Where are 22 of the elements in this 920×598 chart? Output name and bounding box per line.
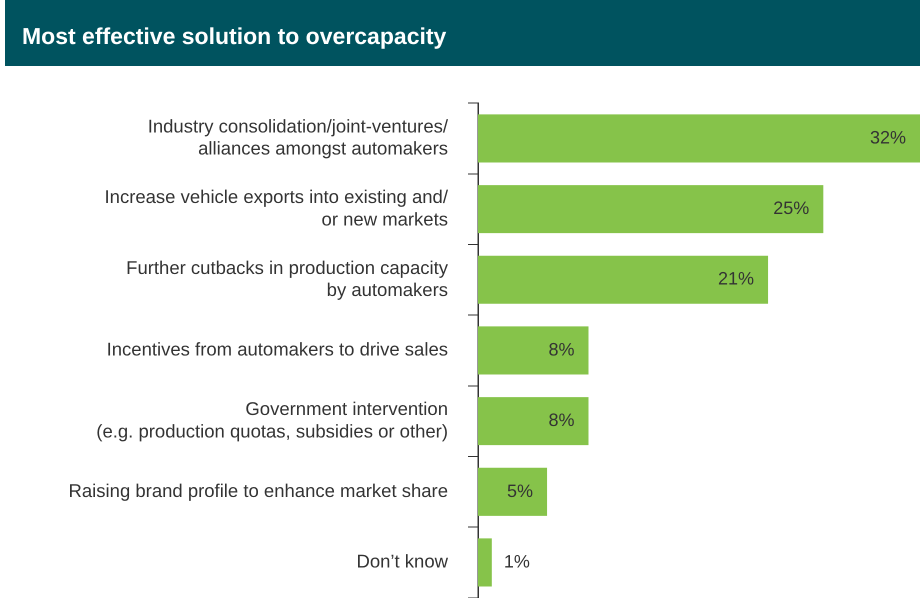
- bar: [478, 397, 588, 446]
- bar: [478, 256, 768, 304]
- text: Most effective solution to overcapacity: [5, 0, 920, 66]
- y-tick-label: Further cutbacks in production capacity by automakers: [126, 256, 449, 300]
- data-label: 1%: [504, 551, 530, 572]
- data-label: 5%: [507, 480, 534, 501]
- y-tick-label: Government intervention (e.g. production quotas, subsidies or other): [96, 398, 448, 442]
- bar: [478, 468, 548, 516]
- y-tick-label: Increase vehicle exports into existing and/ or new markets: [104, 186, 449, 230]
- y-tick-label: Industry consolidation/joint-ventures/ alliances amongst automakers: [148, 115, 449, 159]
- bar: [478, 326, 588, 374]
- data-label: 8%: [548, 410, 574, 430]
- bar: [478, 185, 824, 234]
- y-tick-label: Incentives from automakers to drive sales: [106, 338, 448, 360]
- y-tick-label: Don’t know: [356, 550, 449, 572]
- data-label: 32%: [870, 127, 906, 148]
- y-tick-label: Raising brand profile to enhance market share: [68, 480, 448, 501]
- bar: [478, 538, 492, 586]
- data-label: 21%: [718, 268, 754, 289]
- data-label: 25%: [773, 198, 810, 218]
- bar: [478, 114, 920, 162]
- data-label: 8%: [548, 339, 574, 360]
